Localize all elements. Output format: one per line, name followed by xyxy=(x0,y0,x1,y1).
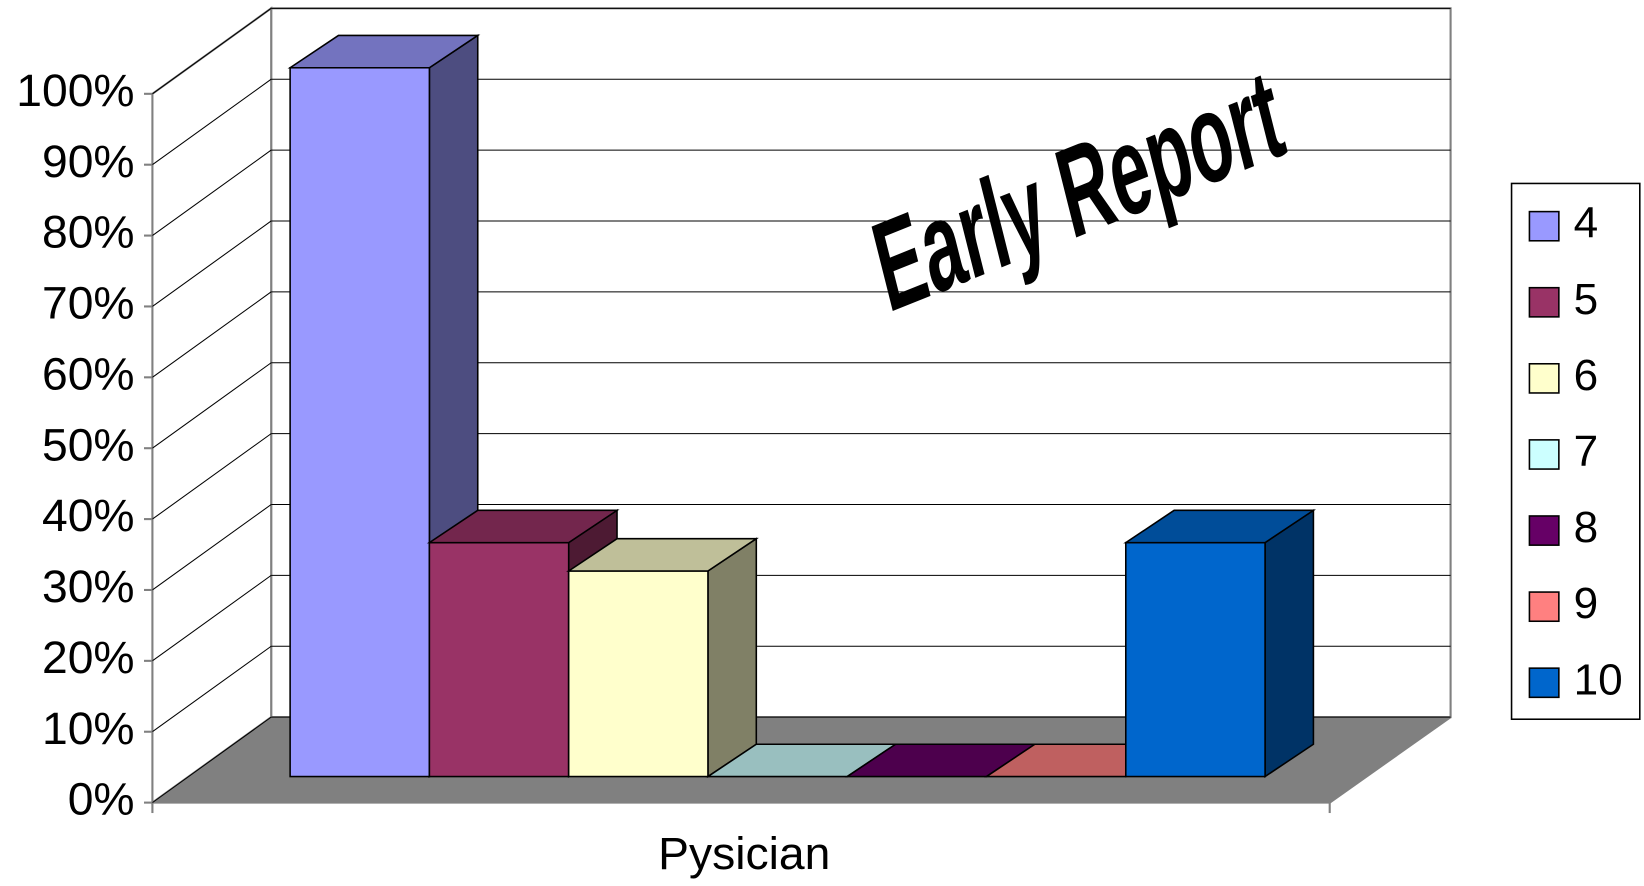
y-tick-label: 90% xyxy=(42,135,135,187)
bar xyxy=(287,33,481,779)
y-tick-label: 70% xyxy=(42,277,135,329)
grid-line xyxy=(152,504,272,591)
legend-label: 9 xyxy=(1574,579,1599,628)
legend-label: 6 xyxy=(1574,351,1599,400)
y-tick-label: 30% xyxy=(42,560,135,612)
bar-side xyxy=(1264,508,1315,779)
y-tick-label: 10% xyxy=(42,702,135,754)
bar-top xyxy=(287,34,481,69)
y-tick-label: 0% xyxy=(68,773,135,825)
legend-label: 5 xyxy=(1574,275,1599,324)
grid-line xyxy=(152,149,272,236)
grid-line xyxy=(152,716,272,804)
legend-swatch xyxy=(1528,515,1560,546)
bar-front xyxy=(1124,541,1266,778)
y-tick-label: 50% xyxy=(42,419,135,471)
grid-line xyxy=(152,362,272,449)
y-tick-label: 60% xyxy=(42,348,135,400)
grid-line xyxy=(152,7,272,95)
bar-top xyxy=(566,537,759,572)
grid-line xyxy=(152,78,272,166)
floor-edge xyxy=(1329,716,1452,804)
legend-swatch xyxy=(1528,439,1560,470)
bar-front xyxy=(567,570,709,778)
bar-side xyxy=(707,537,758,779)
legend-label: 4 xyxy=(1574,199,1599,248)
bar-front xyxy=(289,66,431,778)
legend-label: 10 xyxy=(1574,655,1623,704)
y-tick-label: 80% xyxy=(42,206,135,258)
legend-swatch xyxy=(1528,286,1560,318)
legend-label: 7 xyxy=(1574,427,1599,476)
legend-label: 8 xyxy=(1574,503,1599,552)
legend-swatch xyxy=(1528,591,1560,623)
bar xyxy=(1123,508,1316,779)
grid-line xyxy=(152,574,272,662)
bars xyxy=(287,33,1316,779)
y-tick-label: 100% xyxy=(16,64,134,116)
legend-entries: 4 5 6 7 8 9 10 xyxy=(1528,199,1623,704)
legend-swatch xyxy=(1528,362,1560,394)
bar-top xyxy=(426,509,620,544)
bar xyxy=(566,537,759,779)
bar-front xyxy=(428,541,570,778)
bar-top xyxy=(1123,509,1316,544)
legend-swatch xyxy=(1528,667,1560,699)
legend-swatch xyxy=(1528,210,1560,242)
y-tick-label: 20% xyxy=(42,631,135,683)
grid-line xyxy=(152,433,272,520)
grid-line xyxy=(152,291,272,378)
grid-line xyxy=(152,645,272,733)
y-tick-label: 40% xyxy=(42,489,135,541)
grid-line xyxy=(152,220,272,307)
x-tick-label: Pysician xyxy=(658,827,830,879)
